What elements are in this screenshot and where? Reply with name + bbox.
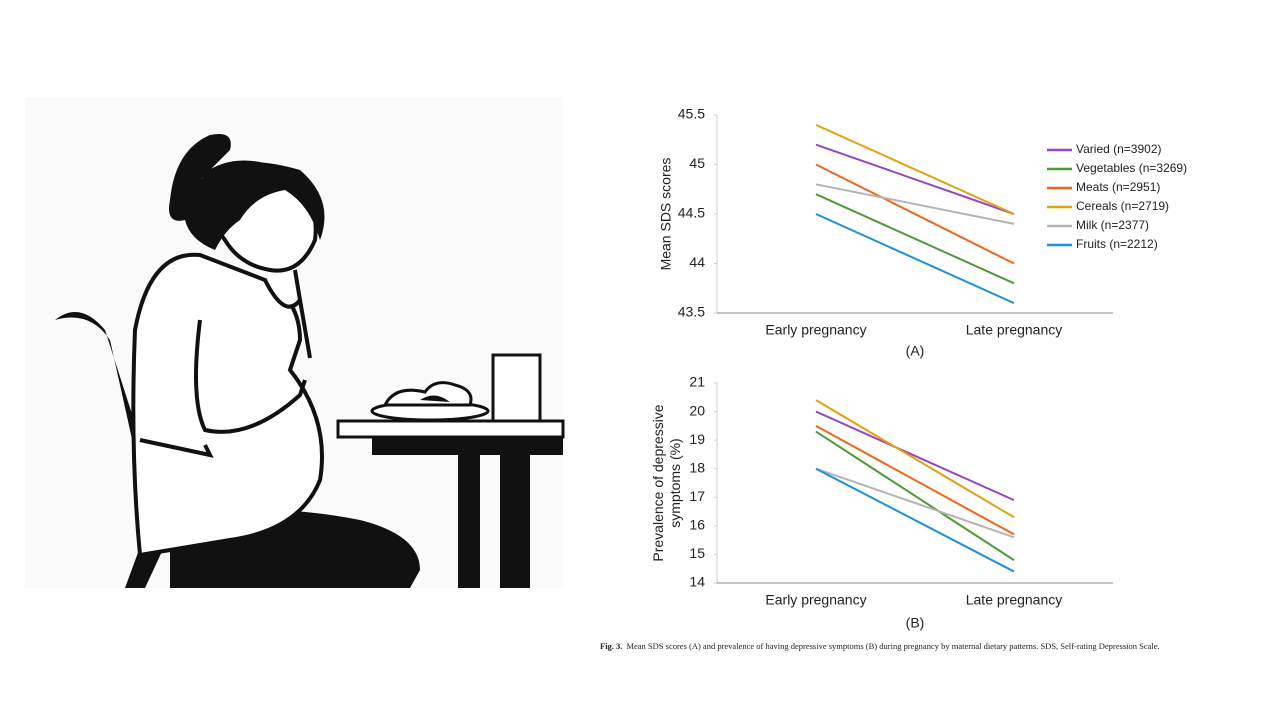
series-line — [815, 430, 1015, 561]
panel-label: (A) — [906, 343, 925, 359]
y-tick-label: 15 — [689, 545, 705, 561]
legend-label: Milk (n=2377) — [1076, 218, 1149, 232]
y-tick-label: 43.5 — [678, 304, 705, 320]
y-tick-label: 21 — [689, 374, 705, 390]
y-axis-label: Mean SDS scores — [658, 158, 674, 271]
legend-label: Fruits (n=2212) — [1076, 237, 1158, 251]
y-axis-label: Prevalence of depressive — [650, 404, 666, 561]
series-line — [815, 399, 1015, 519]
y-tick-label: 14 — [689, 574, 705, 590]
series-line — [815, 193, 1015, 285]
series-line — [815, 410, 1015, 502]
y-tick-label: 17 — [689, 488, 705, 504]
series-line — [815, 424, 1015, 536]
caption: Fig. 3. Mean SDS scores (A) and prevalenc… — [600, 641, 1160, 651]
illustration — [25, 97, 565, 588]
legend-label: Cereals (n=2719) — [1076, 199, 1169, 213]
series-line — [815, 163, 1015, 265]
series-line — [815, 213, 1015, 305]
series-line — [815, 143, 1015, 215]
x-tick-label: Late pregnancy — [966, 322, 1063, 338]
series-line — [815, 123, 1015, 215]
y-tick-label: 44.5 — [678, 205, 705, 221]
y-tick-label: 20 — [689, 402, 705, 418]
x-tick-label: Early pregnancy — [765, 592, 866, 608]
legend-label: Varied (n=3902) — [1076, 142, 1162, 156]
panel-label: (B) — [906, 615, 925, 631]
y-tick-label: 45 — [689, 155, 705, 171]
y-tick-label: 18 — [689, 459, 705, 475]
series-line — [815, 183, 1015, 225]
caption-text: Mean SDS scores (A) and prevalence of ha… — [626, 641, 1159, 651]
y-axis-label: symptoms (%) — [667, 438, 683, 527]
y-tick-label: 44 — [689, 254, 705, 270]
caption-label: Fig. 3. — [600, 641, 622, 651]
series-line — [815, 467, 1015, 539]
y-tick-label: 19 — [689, 431, 705, 447]
x-tick-label: Late pregnancy — [966, 592, 1063, 608]
y-tick-label: 45.5 — [678, 106, 705, 122]
series-line — [815, 467, 1015, 573]
legend-label: Vegetables (n=3269) — [1076, 161, 1187, 175]
x-tick-label: Early pregnancy — [765, 322, 866, 338]
legend-label: Meats (n=2951) — [1076, 180, 1160, 194]
y-tick-label: 16 — [689, 517, 705, 533]
